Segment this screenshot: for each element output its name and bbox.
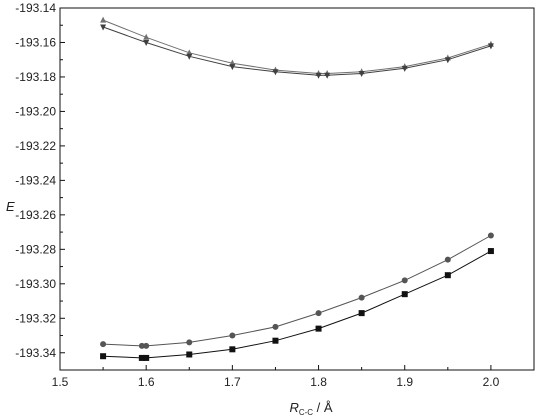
data-point bbox=[186, 53, 193, 60]
y-axis-title: E bbox=[6, 199, 15, 214]
data-point bbox=[444, 57, 451, 64]
plot-border bbox=[59, 7, 535, 371]
data-point bbox=[229, 332, 236, 339]
data-point bbox=[143, 33, 150, 40]
y-tick-label: -193.24 bbox=[15, 173, 56, 187]
y-axis-ticks: -193.14 -193.16 -193.18 -193.20 -193.22 -193.… bbox=[15, 1, 65, 360]
data-point bbox=[143, 342, 150, 349]
x-tick-label: 2.0 bbox=[483, 375, 500, 389]
series-triangle-down bbox=[100, 24, 494, 79]
data-point bbox=[358, 71, 365, 78]
series-line bbox=[102, 26, 492, 76]
data-point bbox=[143, 39, 150, 46]
y-tick-label: -193.18 bbox=[15, 70, 56, 84]
y-tick-label: -193.16 bbox=[15, 35, 56, 49]
y-tick-label: -193.34 bbox=[15, 346, 56, 360]
data-point bbox=[315, 325, 322, 332]
data-point bbox=[272, 323, 279, 330]
x-tick-label: 1.8 bbox=[310, 375, 327, 389]
data-point bbox=[229, 346, 236, 353]
data-point bbox=[186, 339, 193, 346]
data-point bbox=[487, 43, 494, 50]
series-square bbox=[100, 248, 494, 361]
series-circle bbox=[100, 232, 494, 349]
x-tick-label: 1.7 bbox=[224, 375, 241, 389]
data-point bbox=[272, 69, 279, 76]
data-point bbox=[100, 16, 107, 23]
data-point bbox=[444, 256, 451, 263]
data-point bbox=[358, 294, 365, 301]
x-tick-label: 1.6 bbox=[138, 375, 155, 389]
x-tick-label: 1.5 bbox=[52, 375, 69, 389]
series-line bbox=[103, 235, 492, 347]
y-tick-label: -193.20 bbox=[15, 104, 56, 118]
data-point bbox=[138, 342, 145, 349]
x-axis-subscript: C-C bbox=[299, 408, 313, 417]
x-axis-unit: / Å bbox=[313, 400, 333, 415]
data-point bbox=[229, 64, 236, 71]
data-point bbox=[358, 310, 365, 317]
x-axis-title: RC-C / Å bbox=[289, 400, 332, 417]
data-point bbox=[100, 24, 107, 31]
data-point bbox=[401, 277, 408, 284]
x-axis-symbol: R bbox=[289, 400, 298, 415]
data-point bbox=[186, 351, 193, 358]
y-tick-label: -193.30 bbox=[15, 277, 56, 291]
data-point bbox=[138, 354, 145, 361]
x-tick-label: 1.9 bbox=[396, 375, 413, 389]
series-layer bbox=[100, 16, 494, 361]
data-point bbox=[401, 291, 408, 298]
y-tick-label: -193.32 bbox=[15, 311, 56, 325]
data-point bbox=[487, 248, 494, 255]
y-tick-label: -193.28 bbox=[15, 242, 56, 256]
data-point bbox=[444, 272, 451, 279]
data-point bbox=[100, 353, 107, 360]
data-point bbox=[100, 341, 107, 348]
x-axis-ticks: 1.5 1.6 1.7 1.8 1.9 2.0 bbox=[52, 365, 535, 389]
data-point bbox=[315, 310, 322, 317]
y-tick-label: -193.14 bbox=[15, 1, 56, 15]
data-point bbox=[315, 72, 322, 79]
series-line bbox=[102, 19, 492, 74]
plot-frame bbox=[59, 7, 535, 371]
data-point bbox=[143, 354, 150, 361]
data-point bbox=[272, 337, 279, 344]
data-point bbox=[487, 232, 494, 239]
y-tick-label: -193.22 bbox=[15, 139, 56, 153]
y-tick-label: -193.26 bbox=[15, 208, 56, 222]
data-point bbox=[324, 72, 331, 79]
data-point bbox=[401, 65, 408, 72]
